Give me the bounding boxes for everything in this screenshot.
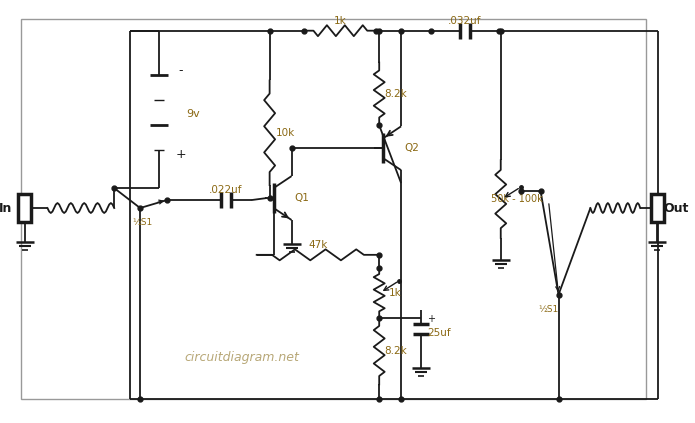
Text: -: - [179,64,183,77]
Text: .032uf: .032uf [448,16,482,26]
Text: Out: Out [664,201,689,214]
Text: +: + [176,148,186,161]
Text: 9v: 9v [186,110,199,119]
Text: 1k: 1k [334,16,347,26]
Text: ½S1: ½S1 [132,218,152,228]
Text: Q1: Q1 [295,193,309,203]
Bar [18,194,31,222]
Text: 10k: 10k [276,128,295,138]
Text: circuitdiagram.net: circuitdiagram.net [184,351,299,364]
Text: 1k: 1k [389,288,402,298]
Text: 25uf: 25uf [427,327,451,338]
Text: 50k - 100k: 50k - 100k [491,194,543,204]
Text: Q2: Q2 [404,143,419,153]
Text: 8.2k: 8.2k [384,346,407,356]
Text: In: In [0,201,13,214]
Text: .022uf: .022uf [209,185,243,195]
Text: 47k: 47k [309,240,327,250]
Bar [651,194,664,222]
Text: +: + [427,313,435,324]
Text: 8.2k: 8.2k [384,89,407,99]
Text: ½S1: ½S1 [539,305,559,314]
